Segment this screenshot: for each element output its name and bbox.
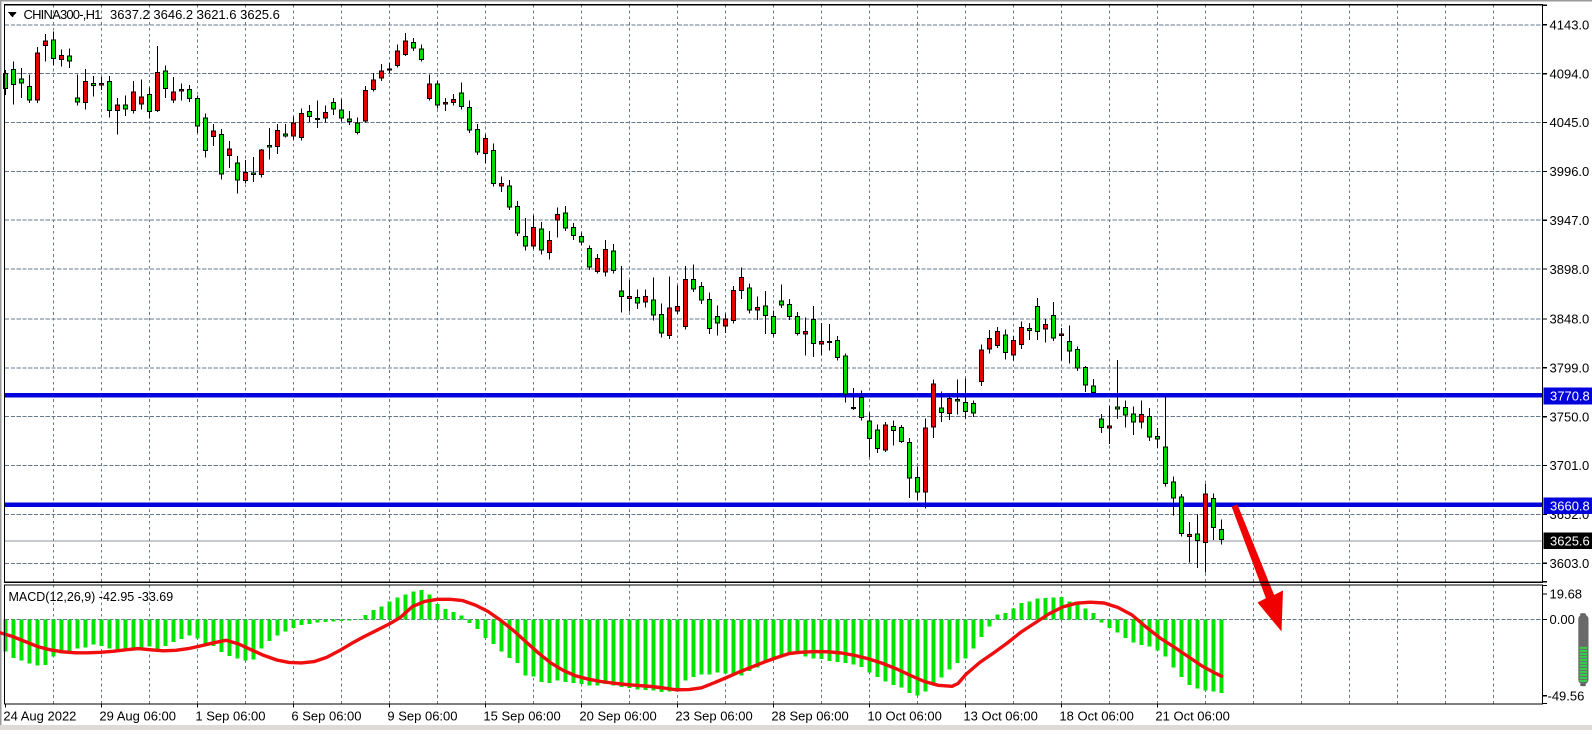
svg-text:4045.0: 4045.0 [1550,115,1590,130]
svg-text:MACD(12,26,9) -42.95 -33.69: MACD(12,26,9) -42.95 -33.69 [9,590,174,604]
svg-text:19.68: 19.68 [1550,587,1583,602]
svg-text:20 Sep 06:00: 20 Sep 06:00 [579,708,656,723]
svg-text:10 Oct 06:00: 10 Oct 06:00 [867,708,941,723]
svg-text:1 Sep 06:00: 1 Sep 06:00 [195,708,265,723]
svg-text:3603.0: 3603.0 [1550,556,1590,571]
svg-text:3996.0: 3996.0 [1550,164,1590,179]
svg-text:3799.0: 3799.0 [1550,361,1590,376]
svg-text:28 Sep 06:00: 28 Sep 06:00 [771,708,848,723]
svg-text:3660.8: 3660.8 [1550,498,1590,513]
svg-text:3637.2 3646.2 3621.6 3625.6: 3637.2 3646.2 3621.6 3625.6 [110,7,280,22]
svg-text:3770.8: 3770.8 [1550,389,1590,404]
svg-text:3898.0: 3898.0 [1550,262,1590,277]
svg-text:3701.0: 3701.0 [1550,458,1590,473]
svg-text:24 Aug 2022: 24 Aug 2022 [3,708,76,723]
svg-text:-49.56: -49.56 [1548,689,1585,704]
svg-text:3625.6: 3625.6 [1550,533,1590,548]
svg-text:3947.0: 3947.0 [1550,213,1590,228]
svg-text:3848.0: 3848.0 [1550,312,1590,327]
svg-text:4143.0: 4143.0 [1550,18,1590,33]
svg-text:CHINA300-,H1: CHINA300-,H1 [24,7,102,22]
svg-text:23 Sep 06:00: 23 Sep 06:00 [675,708,752,723]
svg-text:21 Oct 06:00: 21 Oct 06:00 [1155,708,1229,723]
svg-text:3750.0: 3750.0 [1550,409,1590,424]
svg-text:4094.0: 4094.0 [1550,66,1590,81]
svg-text:13 Oct 06:00: 13 Oct 06:00 [963,708,1037,723]
svg-text:29 Aug 06:00: 29 Aug 06:00 [99,708,176,723]
svg-text:6 Sep 06:00: 6 Sep 06:00 [291,708,361,723]
svg-text:15 Sep 06:00: 15 Sep 06:00 [483,708,560,723]
svg-text:18 Oct 06:00: 18 Oct 06:00 [1059,708,1133,723]
svg-text:0.00: 0.00 [1550,612,1575,627]
svg-text:9 Sep 06:00: 9 Sep 06:00 [387,708,457,723]
